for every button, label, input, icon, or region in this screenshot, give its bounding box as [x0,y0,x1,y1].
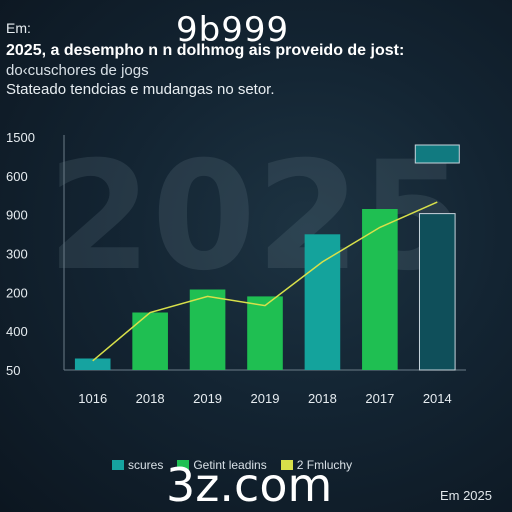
intro-label: Em: [6,20,31,36]
y-tick-label: 200 [6,285,28,300]
trend-line [92,201,438,362]
legend-label: 2 Fmluchy [296,458,353,472]
x-tick-label: 1016 [78,391,107,406]
x-tick-label: 2018 [136,391,165,406]
bar [418,213,456,371]
chart-title: 2025, a desempho n n dolhmog ais proveid… [6,42,405,59]
legend-label: Getint leadins [193,458,267,472]
legend-swatch [280,460,293,470]
y-tick-label: 600 [6,169,28,184]
legend-item: scures [112,458,163,472]
highlight-box [414,144,460,164]
y-tick-label: 300 [6,247,28,262]
legend-swatch [177,460,190,470]
bar [304,234,341,370]
x-tick-label: 2017 [365,391,394,406]
y-tick-label: 900 [6,208,28,223]
legend-label: scures [128,458,164,472]
x-tick-label: 2018 [308,391,337,406]
bar [247,296,283,370]
x-tick-label: 2019 [193,391,222,406]
x-tick-label: 2014 [423,391,452,406]
watermark-top: 9b999 [176,10,290,50]
bar [74,358,111,370]
description-line: Stateado tendcias e mudangas no setor. [6,81,275,98]
bar [189,289,226,370]
x-tick-label: 2019 [251,391,280,406]
watermark-bottom: 3z.com [166,458,333,512]
y-tick-label: 400 [6,324,28,339]
legend-item: 2 Fmluchy [280,458,353,472]
legend-item: Getint leadins [177,458,267,472]
legend-swatch [112,460,124,470]
subtitle-line: do‹cuschores de jogs [6,62,149,79]
bar [362,209,398,370]
footer-text: Em 2025 [439,488,492,503]
y-tick-label: 1500 [6,130,35,145]
legend: scures Getint leadins 2 Fmluchy [112,458,352,472]
y-tick-label: 50 [6,363,20,378]
bar [132,312,168,370]
